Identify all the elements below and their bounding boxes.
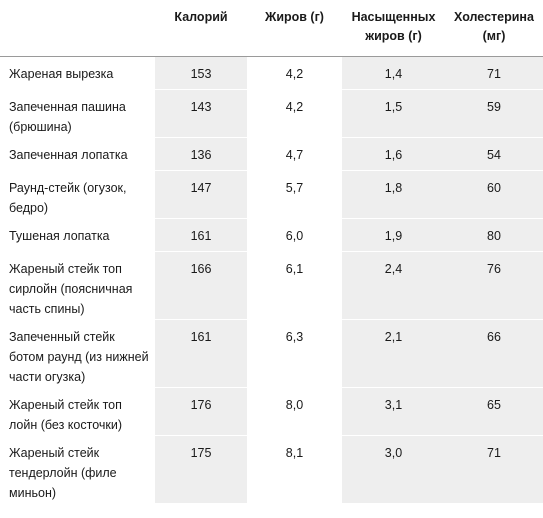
table-row: Запеченная лопатка 136 4,7 1,6 54 (0, 137, 543, 171)
cell-name: Жареный стейк топ сирлойн (поясничная ча… (0, 251, 155, 320)
header-cholesterol: Холестерина (мг) (454, 10, 534, 43)
cell-saturated-fat: 2,1 (342, 319, 445, 388)
cell-saturated-fat: 2,4 (342, 251, 445, 320)
cell-fat: 4,2 (247, 89, 342, 138)
cell-cholesterol: 71 (445, 435, 543, 504)
nutrition-table: Калорий Жиров (г) Насыщенных жиров (г) Х… (0, 0, 543, 504)
table-header: Калорий Жиров (г) Насыщенных жиров (г) Х… (0, 0, 543, 56)
cell-name: Жареный стейк тендерлойн (филе миньон) (0, 435, 155, 504)
table-row: Жареный стейк топ сирлойн (поясничная ча… (0, 251, 543, 320)
table-row: Тушеная лопатка 161 6,0 1,9 80 (0, 218, 543, 252)
cell-cholesterol: 80 (445, 218, 543, 252)
cell-saturated-fat: 1,4 (342, 56, 445, 90)
table-row: Жареный стейк топ лойн (без косточки) 176… (0, 387, 543, 436)
cell-cholesterol: 71 (445, 56, 543, 90)
cell-name: Раунд-стейк (огузок, бедро) (0, 170, 155, 219)
cell-cholesterol: 66 (445, 319, 543, 388)
cell-fat: 6,0 (247, 218, 342, 252)
cell-cholesterol: 60 (445, 170, 543, 219)
cell-name: Жареный стейк топ лойн (без косточки) (0, 387, 155, 436)
cell-calories: 175 (155, 435, 247, 504)
cell-fat: 6,3 (247, 319, 342, 388)
cell-saturated-fat: 3,0 (342, 435, 445, 504)
header-row: Калорий Жиров (г) Насыщенных жиров (г) Х… (0, 0, 543, 56)
header-calories: Калорий (174, 10, 228, 24)
cell-cholesterol: 76 (445, 251, 543, 320)
cell-calories: 161 (155, 218, 247, 252)
cell-calories: 166 (155, 251, 247, 320)
table-row: Раунд-стейк (огузок, бедро) 147 5,7 1,8 60 (0, 170, 543, 219)
table-body: Жареная вырезка 153 4,2 1,4 71 Запеченная паш… (0, 56, 543, 504)
cell-fat: 8,0 (247, 387, 342, 436)
cell-calories: 147 (155, 170, 247, 219)
cell-name: Тушеная лопатка (0, 218, 155, 252)
cell-fat: 6,1 (247, 251, 342, 320)
cell-cholesterol: 65 (445, 387, 543, 436)
cell-saturated-fat: 1,5 (342, 89, 445, 138)
cell-calories: 176 (155, 387, 247, 436)
table-row: Жареная вырезка 153 4,2 1,4 71 (0, 56, 543, 90)
cell-fat: 4,2 (247, 56, 342, 90)
cell-saturated-fat: 1,8 (342, 170, 445, 219)
cell-fat: 5,7 (247, 170, 342, 219)
cell-saturated-fat: 1,6 (342, 137, 445, 171)
header-fat: Жиров (г) (265, 10, 324, 24)
cell-calories: 153 (155, 56, 247, 90)
cell-calories: 143 (155, 89, 247, 138)
cell-fat: 4,7 (247, 137, 342, 171)
table-row: Жареный стейк тендерлойн (филе миньон) 17… (0, 435, 543, 504)
header-saturated-fat: Насыщенных жиров (г) (351, 10, 436, 43)
cell-name: Запеченный стейк ботом раунд (из нижней … (0, 319, 155, 388)
cell-fat: 8,1 (247, 435, 342, 504)
cell-name: Запеченная пашина (брюшина) (0, 89, 155, 138)
header-name (0, 0, 155, 56)
table-row: Запеченный стейк ботом раунд (из нижней … (0, 319, 543, 388)
cell-calories: 136 (155, 137, 247, 171)
cell-name: Запеченная лопатка (0, 137, 155, 171)
table-row: Запеченная пашина (брюшина) 143 4,2 1,5 59 (0, 89, 543, 138)
cell-cholesterol: 59 (445, 89, 543, 138)
cell-name: Жареная вырезка (0, 56, 155, 90)
cell-calories: 161 (155, 319, 247, 388)
cell-cholesterol: 54 (445, 137, 543, 171)
cell-saturated-fat: 3,1 (342, 387, 445, 436)
cell-saturated-fat: 1,9 (342, 218, 445, 252)
